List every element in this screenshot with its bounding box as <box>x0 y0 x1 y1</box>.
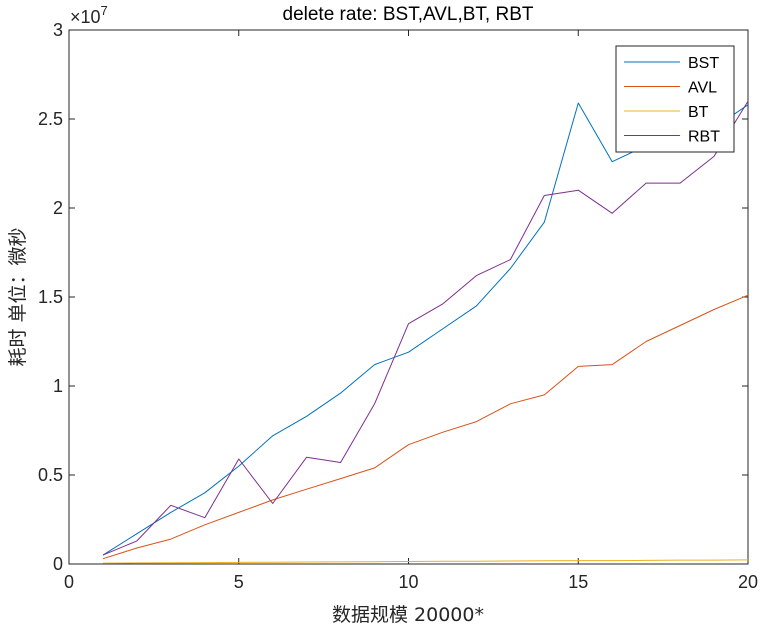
x-tick-label: 20 <box>738 572 758 592</box>
legend-label-bst: BST <box>688 55 719 72</box>
x-axis-ticks: 0 5 10 15 20 <box>64 30 758 592</box>
series-line-avl <box>102 294 749 560</box>
legend-label-rbt: RBT <box>688 129 720 146</box>
x-axis-label: 数据规模 20000* <box>332 604 484 626</box>
x-tick-label: 15 <box>568 572 588 592</box>
legend: BST AVL BT RBT <box>615 45 735 153</box>
y-tick-label: 2.5 <box>38 109 63 129</box>
series-line-bt <box>102 559 749 564</box>
y-tick-label: 0.5 <box>38 465 63 485</box>
chart-title: delete rate: BST,AVL,BT, RBT <box>283 4 534 25</box>
y-tick-label: 2 <box>53 198 63 218</box>
series-line-rbt <box>102 100 749 556</box>
legend-label-bt: BT <box>688 104 709 121</box>
y-exponent-label: ×107 <box>70 3 108 27</box>
x-tick-label: 0 <box>64 572 74 592</box>
y-tick-label: 0 <box>53 554 63 574</box>
y-tick-label: 1.5 <box>38 287 63 307</box>
legend-box <box>615 45 735 153</box>
x-tick-label: 10 <box>398 572 418 592</box>
y-axis-ticks: 0 0.5 1 1.5 2 2.5 3 <box>38 20 748 574</box>
y-exponent-power: 7 <box>101 3 108 18</box>
legend-label-avl: AVL <box>688 80 717 97</box>
y-exponent-base: ×10 <box>70 7 101 27</box>
y-tick-label: 3 <box>53 20 63 40</box>
x-tick-label: 5 <box>234 572 244 592</box>
y-tick-label: 1 <box>53 376 63 396</box>
y-axis-label: 耗时 单位：微秒 <box>7 227 29 366</box>
